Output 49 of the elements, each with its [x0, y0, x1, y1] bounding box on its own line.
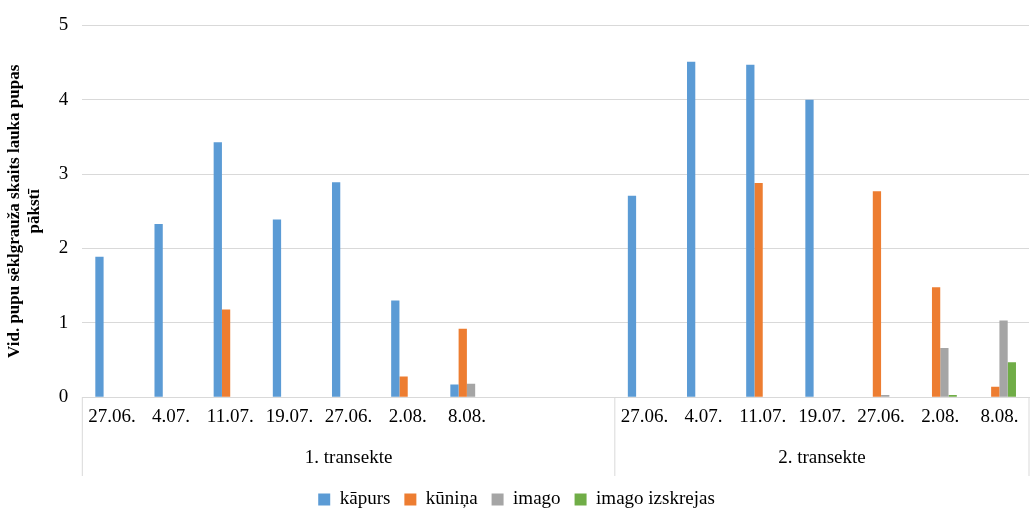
bar [872, 191, 882, 397]
legend-label: kūniņa [425, 487, 479, 509]
legend-label: imago izskrejas [596, 487, 715, 509]
bar [154, 223, 163, 397]
bar [627, 195, 637, 397]
x-tick-label: 27.06. [620, 404, 669, 426]
x-tick-label: 8.08. [980, 404, 1019, 426]
x-tick-label: 2.08. [388, 404, 427, 426]
bar [213, 142, 222, 397]
text: 1. transekte [304, 445, 393, 467]
x-tick-label: 27.06. [857, 404, 905, 426]
x-tick-label: 27.06. [88, 404, 136, 426]
bar [391, 300, 400, 397]
bar [95, 256, 104, 397]
x-tick-label: 11.07. [739, 404, 787, 426]
bar [746, 64, 755, 397]
y-tick-label: 5 [58, 13, 69, 35]
bar [999, 320, 1008, 397]
bar [466, 383, 476, 397]
bar [458, 328, 467, 397]
bar [399, 376, 408, 397]
y-tick-label: 1 [58, 310, 69, 332]
y-tick-label: 0 [58, 385, 69, 407]
bar [805, 99, 814, 397]
y-tick-label: 4 [58, 87, 69, 109]
text: 2. transekte [778, 445, 866, 467]
bar [331, 182, 341, 397]
bar [991, 386, 1000, 397]
x-tick-label: 27.06. [324, 404, 373, 426]
bar [272, 219, 282, 397]
x-tick-label: 4.07. [152, 404, 191, 426]
bar [221, 309, 231, 397]
x-tick-label: 2.08. [921, 404, 960, 426]
bar [940, 348, 949, 397]
x-tick-label: 19.07. [798, 404, 846, 426]
legend-label: imago [513, 487, 561, 509]
legend-label: kāpurs [339, 487, 391, 509]
bar [754, 183, 763, 397]
bar [931, 287, 941, 397]
x-tick-label: 8.08. [447, 404, 486, 426]
x-tick-label: 19.07. [265, 404, 314, 426]
bar [687, 61, 696, 397]
x-tick-label: 11.07. [206, 404, 254, 426]
bar [450, 384, 459, 397]
x-tick-label: 4.07. [684, 404, 723, 426]
bar [1007, 362, 1016, 397]
y-tick-label: 2 [58, 236, 69, 258]
y-tick-label: 3 [58, 162, 69, 184]
y-axis-title: Vid. pupu sēklgrauža skaits lauka pupas pākstī [3, 64, 43, 358]
